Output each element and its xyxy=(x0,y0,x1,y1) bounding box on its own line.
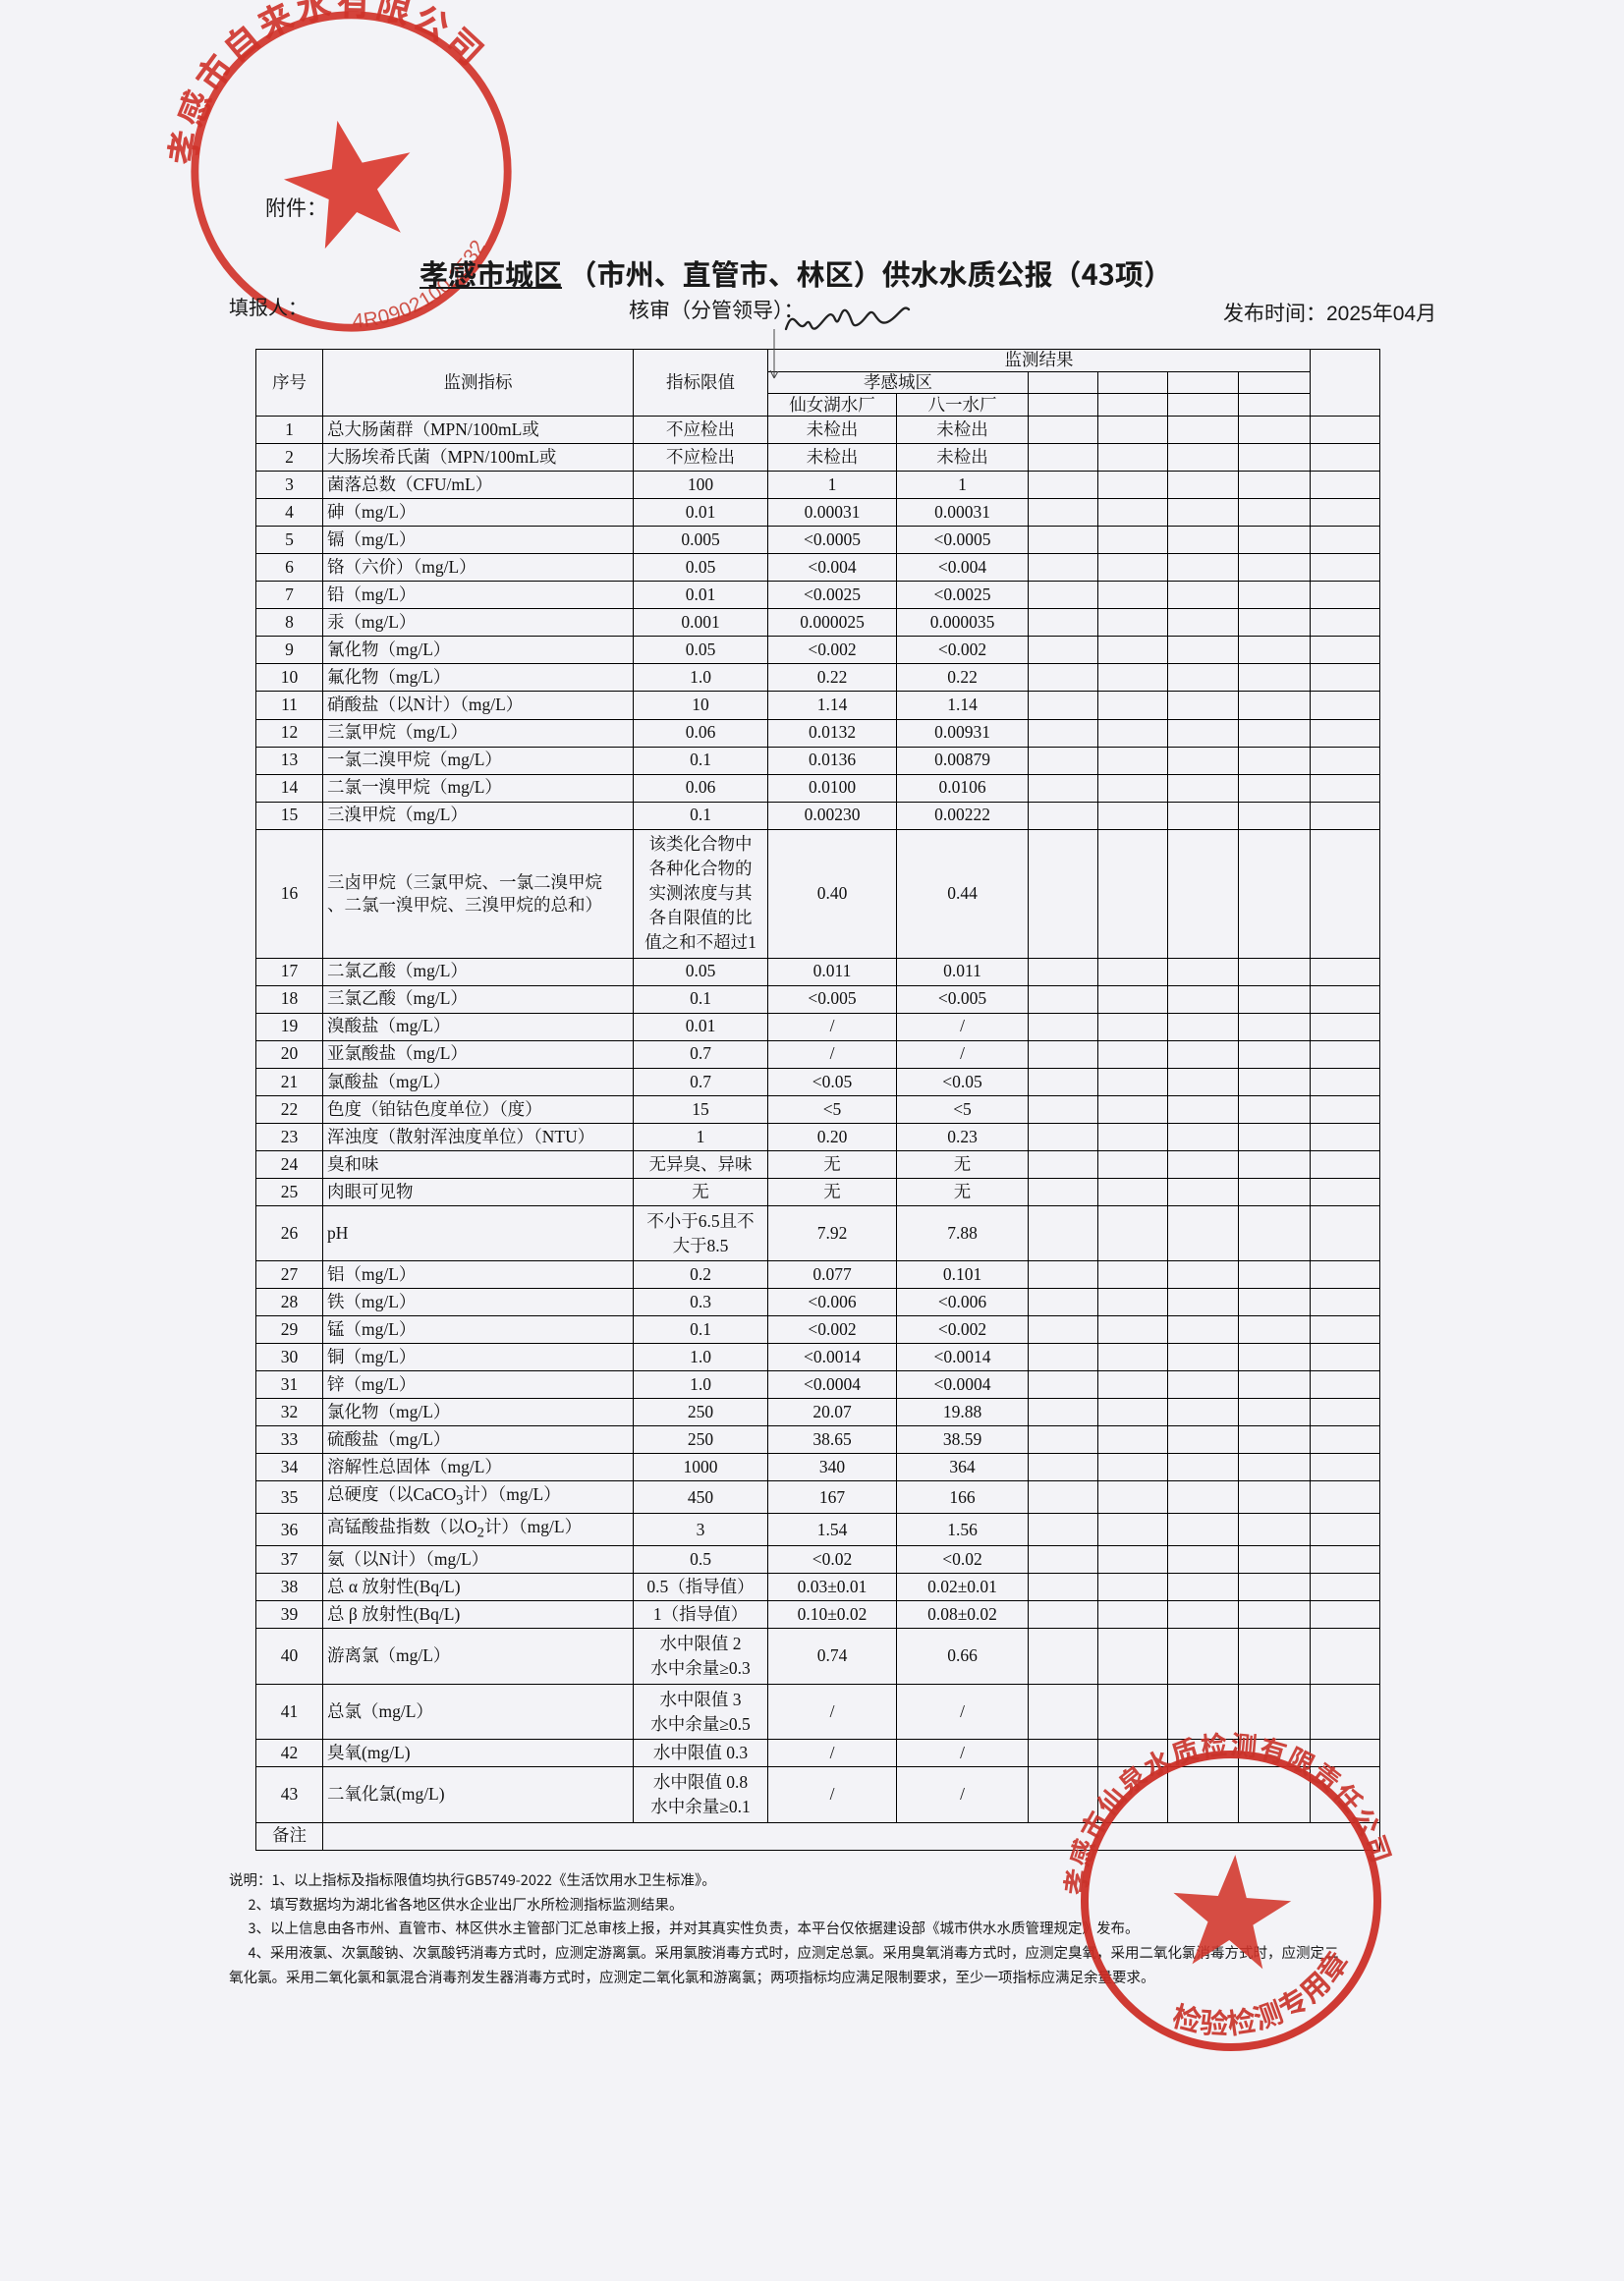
svg-text:孝感市仙泉水质检测有限责任公司: 孝感市仙泉水质检测有限责任公司 xyxy=(1054,1723,1403,1897)
svg-text:监制: 监制 xyxy=(167,0,193,7)
svg-text:孝感市自来水有限公司: 孝感市自来水有限公司 xyxy=(155,0,498,168)
